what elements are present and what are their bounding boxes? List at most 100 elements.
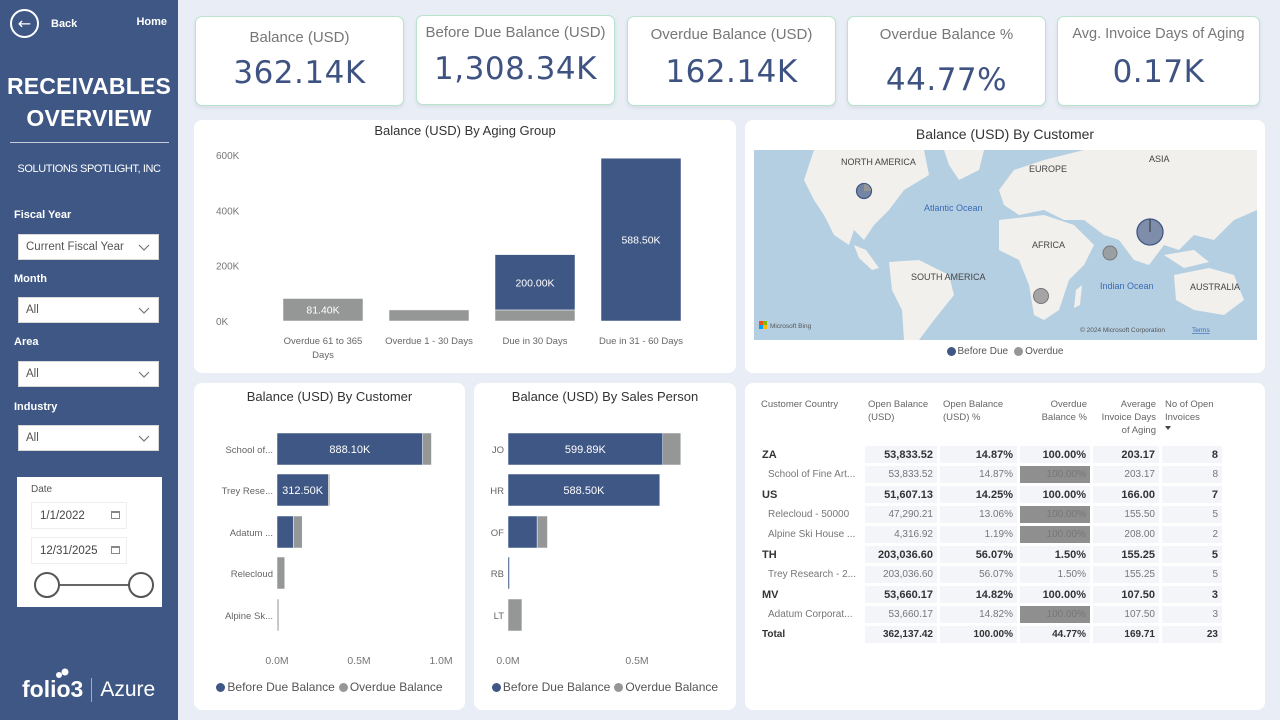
start-date-input[interactable]: 1/1/2022 xyxy=(31,502,127,529)
table-row[interactable]: School of Fine Art... 53,833.52 14.87% 100.… xyxy=(758,466,1222,483)
bar-overdue[interactable] xyxy=(507,598,523,632)
legend-item-overdue[interactable]: Overdue xyxy=(1014,346,1063,357)
logo-product: Azure xyxy=(100,677,156,701)
legend-item-overdue-balance[interactable]: Overdue Balance xyxy=(614,680,718,694)
area-value: All xyxy=(26,368,39,380)
table-row[interactable]: Relecloud - 50000 47,290.21 13.06% 100.00% 1… xyxy=(758,506,1222,523)
aging-group-chart-panel: Balance (USD) By Aging Group 0K 200K 400K 6… xyxy=(194,120,736,373)
data-label: 312.50K xyxy=(282,485,324,497)
chart-title: Balance (USD) By Customer xyxy=(915,126,1095,142)
column-header[interactable]: Customer Country xyxy=(761,399,839,410)
row-label: Adatum Corporat... xyxy=(768,609,853,620)
calendar-icon[interactable] xyxy=(111,511,120,519)
bar-overdue[interactable] xyxy=(388,309,470,322)
date-slicer: Date 1/1/2022 12/31/2025 xyxy=(17,477,162,607)
date-range-start-handle[interactable] xyxy=(34,572,60,598)
fiscal-year-dropdown[interactable]: Current Fiscal Year xyxy=(18,234,159,260)
bar-before-due[interactable] xyxy=(276,515,294,549)
legend-item-overdue-balance[interactable]: Overdue Balance xyxy=(338,680,443,694)
map-label-north-america: NORTH AMERICA xyxy=(841,157,916,167)
month-dropdown[interactable]: All xyxy=(18,297,159,323)
map-bubble-th[interactable] xyxy=(1136,218,1164,246)
table-row[interactable]: Trey Research - 2... 203,036.60 56.07% 1.50… xyxy=(758,566,1222,583)
month-label: Month xyxy=(14,273,47,285)
kpi-label: Before Due Balance (USD) xyxy=(425,24,606,41)
map-label-indian: Indian Ocean xyxy=(1100,281,1154,291)
y-category-label: LT xyxy=(494,611,505,622)
map-bubble-us[interactable] xyxy=(855,182,873,200)
back-label: Back xyxy=(51,17,78,30)
fiscal-year-value: Current Fiscal Year xyxy=(26,241,124,253)
bar-before-due[interactable] xyxy=(507,473,661,507)
kpi-label: Overdue Balance % xyxy=(879,26,1014,43)
sort-desc-icon[interactable] xyxy=(1165,426,1171,430)
column-header[interactable]: Open Balance (USD) xyxy=(868,399,929,423)
column-header[interactable]: Average Invoice Days of Aging xyxy=(1101,399,1156,436)
cell-value: 4,316.92 xyxy=(865,526,937,543)
bar-overdue[interactable] xyxy=(494,309,576,322)
legend-item-before-due-balance[interactable]: Before Due Balance xyxy=(216,680,335,694)
customer-bar-chart-panel: Balance (USD) By Customer School of... 88… xyxy=(194,383,465,710)
bar-before-due[interactable] xyxy=(494,254,576,311)
x-tick-label: 0.5M xyxy=(625,655,648,667)
bar-overdue[interactable] xyxy=(662,432,682,466)
row-label: Relecloud - 50000 xyxy=(768,509,850,520)
legend-item-before-due-balance[interactable]: Before Due Balance xyxy=(491,680,610,694)
date-range-end-handle[interactable] xyxy=(128,572,154,598)
date-label: Date xyxy=(31,484,53,495)
bar-overdue[interactable] xyxy=(328,473,330,507)
cell-value: 5 xyxy=(1162,546,1222,563)
customer-map[interactable]: NORTH AMERICA EUROPE ASIA Atlantic Ocean… xyxy=(754,150,1257,340)
table-row[interactable]: US 51,607.13 14.25% 100.00% 166.00 7 xyxy=(758,486,1222,503)
table-row[interactable]: MV 53,660.17 14.82% 100.00% 107.50 3 xyxy=(758,586,1222,603)
table-row[interactable]: TH 203,036.60 56.07% 1.50% 155.25 5 xyxy=(758,546,1222,563)
column-header[interactable]: Open Balance (USD) % xyxy=(943,399,1004,423)
home-button[interactable]: Home xyxy=(136,16,167,28)
cell-value: 169.71 xyxy=(1093,626,1159,643)
column-header[interactable]: Overdue Balance % xyxy=(1041,399,1087,423)
y-category-label: RB xyxy=(491,569,504,580)
map-terms-link[interactable]: Terms xyxy=(1192,327,1210,334)
back-button[interactable]: ← Back xyxy=(10,9,77,38)
date-range-slider-track[interactable] xyxy=(47,584,141,586)
bar-before-due[interactable] xyxy=(276,432,423,466)
land-central-america xyxy=(854,245,879,270)
bar-before-due[interactable] xyxy=(507,556,510,590)
cell-value: 100.00% xyxy=(1020,446,1090,463)
calendar-icon[interactable] xyxy=(111,546,120,554)
bar-overdue[interactable] xyxy=(277,598,280,632)
cell-value: 107.50 xyxy=(1093,606,1159,623)
table-row[interactable]: ZA 53,833.52 14.87% 100.00% 203.17 8 xyxy=(758,446,1222,463)
legend-item-before-due[interactable]: Before Due xyxy=(946,346,1008,357)
country-matrix-panel: Customer Country Open Balance (USD) Open B… xyxy=(745,383,1265,710)
kpi-card-overdue-balance: Overdue Balance (USD) 162.14K xyxy=(627,16,836,106)
table-total-row[interactable]: Total 362,137.42 100.00% 44.77% 169.71 23 xyxy=(758,626,1222,643)
map-bubble-mv[interactable] xyxy=(1102,245,1118,261)
table-row[interactable]: Adatum Corporat... 53,660.17 14.82% 100.00%… xyxy=(758,606,1222,623)
kpi-value: 44.77% xyxy=(885,62,1008,98)
bar-before-due[interactable] xyxy=(507,515,538,549)
bar-overdue[interactable] xyxy=(536,515,548,549)
divider xyxy=(10,142,169,143)
bar-overdue[interactable] xyxy=(282,298,364,322)
kpi-value: 1,308.34K xyxy=(434,51,597,87)
kpi-value: 362.14K xyxy=(233,55,366,91)
table-row[interactable]: Alpine Ski House ... 4,316.92 1.19% 100.00%… xyxy=(758,526,1222,543)
end-date-input[interactable]: 12/31/2025 xyxy=(31,537,127,564)
customer-bar-chart: School of... 888.10K Trey Rese... 312.50K Ad… xyxy=(222,432,453,667)
bar-before-due[interactable] xyxy=(507,432,664,466)
map-bubble-za[interactable] xyxy=(1033,288,1049,304)
bar-before-due[interactable] xyxy=(600,157,682,322)
area-dropdown[interactable]: All xyxy=(18,361,159,387)
y-tick-label: 200K xyxy=(216,262,240,273)
company-name: SOLUTIONS SPOTLIGHT, INC xyxy=(17,163,161,175)
bar-overdue[interactable] xyxy=(293,515,303,549)
cell-value: 51,607.13 xyxy=(865,486,937,503)
bar-overdue[interactable] xyxy=(422,432,432,466)
cell-value: 14.82% xyxy=(940,606,1017,623)
industry-dropdown[interactable]: All xyxy=(18,425,159,451)
column-header[interactable]: No of Open Invoices xyxy=(1162,396,1222,443)
cell-value: 208.00 xyxy=(1093,526,1159,543)
cell-value: 53,833.52 xyxy=(865,446,937,463)
bar-overdue[interactable] xyxy=(276,556,286,590)
